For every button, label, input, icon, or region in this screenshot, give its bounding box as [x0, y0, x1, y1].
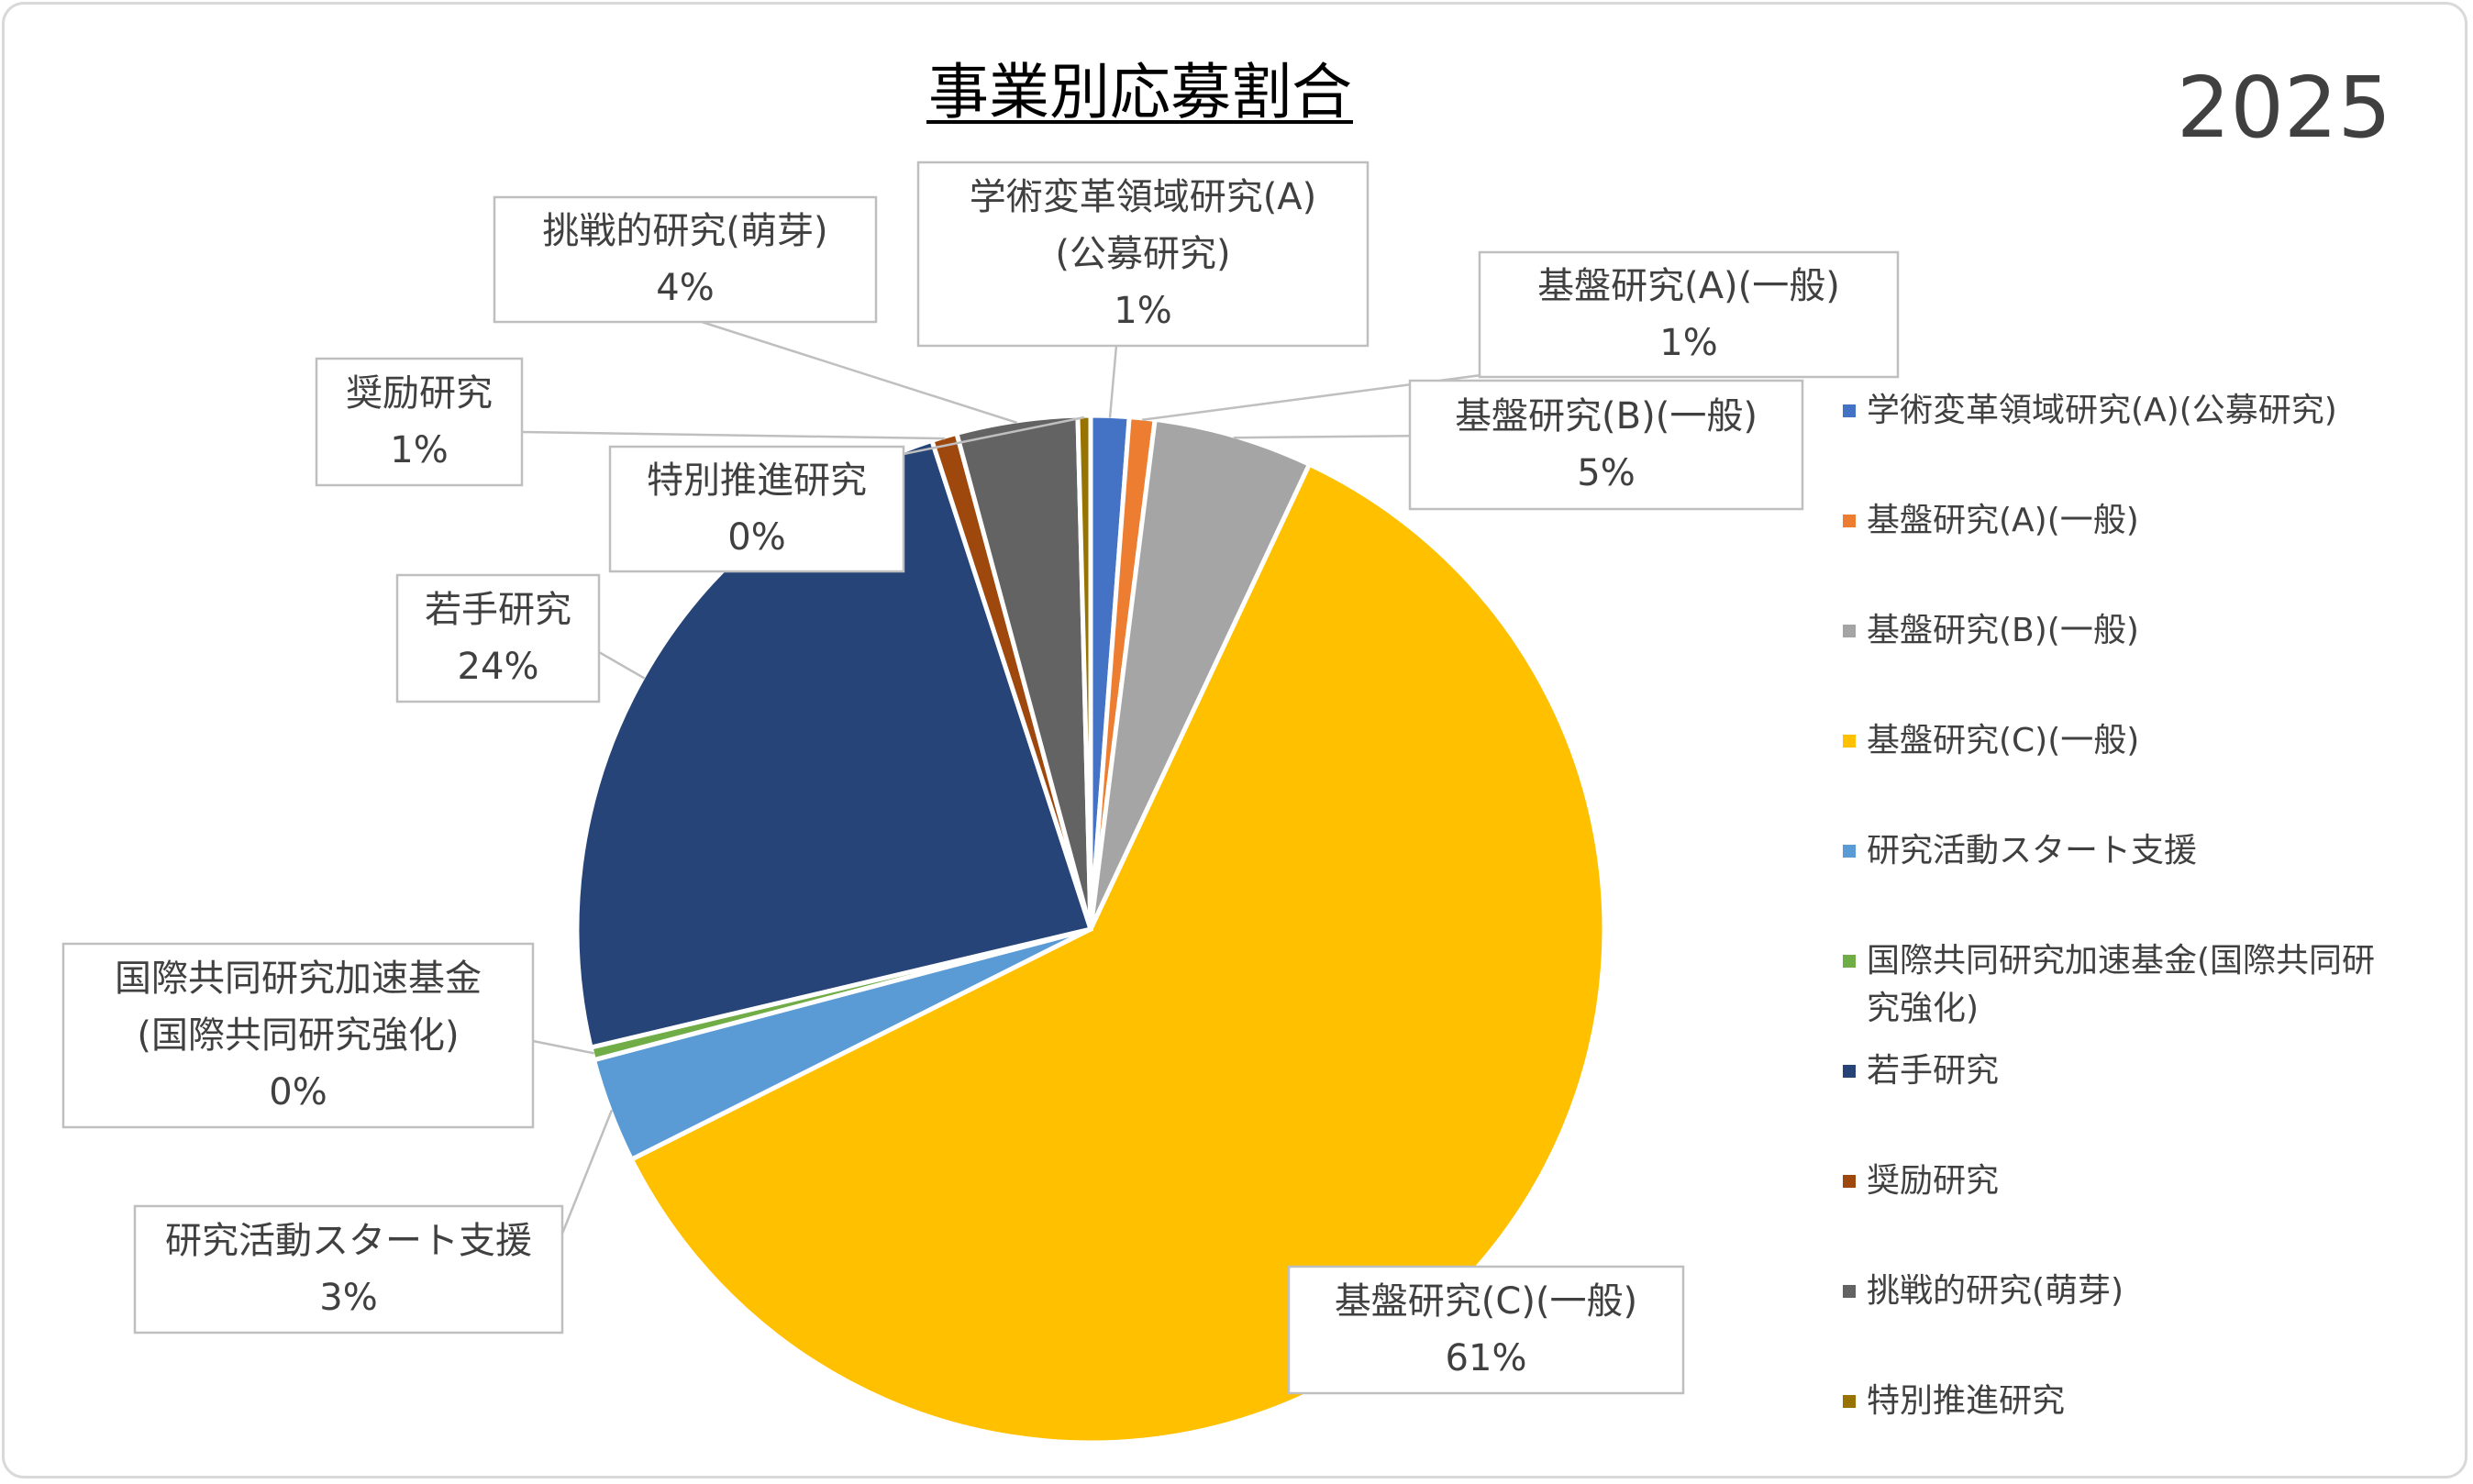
legend-item: 国際共同研究加速基金(国際共同研究強化): [1843, 942, 2375, 1027]
leader-line: [701, 320, 1017, 424]
data-label-percent: 24%: [458, 646, 539, 688]
legend-swatch: [1843, 515, 1856, 527]
leader-line: [532, 1039, 594, 1055]
chart-year: 2025: [2177, 59, 2391, 157]
leader-line: [521, 430, 946, 440]
data-label: 特別推進研究 0%: [608, 445, 905, 573]
legend-label: 基盤研究(C)(一般): [1867, 722, 2139, 759]
data-label-category: 基盤研究(B)(一般): [1455, 395, 1758, 437]
data-label-box: [395, 573, 601, 703]
data-labels-layer: 学術変革領域研究(A) (公募研究) 1% 基盤研究(A)(一般) 1% 基盤研究(B)(…: [61, 161, 1900, 1395]
data-label-percent: 4%: [656, 267, 714, 309]
legend-label-continued: 究強化): [1867, 990, 1979, 1027]
legend-item: 挑戦的研究(萌芽): [1843, 1272, 2124, 1310]
data-label-percent: 0%: [269, 1071, 327, 1113]
data-label-category: 特別推進研究: [647, 460, 867, 502]
data-label-category: (公募研究): [1055, 233, 1230, 275]
data-label-category: 学術変革領域研究(A): [970, 176, 1317, 218]
legend-item: 基盤研究(C)(一般): [1843, 722, 2139, 759]
legend: 学術変革領域研究(A)(公募研究) 基盤研究(A)(一般) 基盤研究(B)(一般) 基…: [1843, 392, 2375, 1420]
data-label-percent: 0%: [727, 516, 785, 559]
data-label-percent: 61%: [1446, 1337, 1527, 1379]
data-label-percent: 3%: [319, 1277, 377, 1319]
data-label-category: 基盤研究(C)(一般): [1335, 1280, 1637, 1323]
legend-item: 基盤研究(A)(一般): [1843, 502, 2139, 539]
legend-swatch: [1843, 1065, 1856, 1078]
pie-slice: [1075, 413, 1093, 930]
data-label: 研究活動スタート支援 3%: [133, 1204, 564, 1334]
legend-item: 若手研究: [1843, 1052, 1999, 1090]
data-label-percent: 1%: [1659, 322, 1717, 364]
data-label-box: [61, 942, 535, 1129]
data-label-percent: 1%: [390, 429, 448, 471]
data-label: 基盤研究(A)(一般) 1%: [1478, 250, 1900, 379]
legend-swatch: [1843, 1285, 1856, 1298]
legend-item: 特別推進研究: [1843, 1382, 2065, 1420]
data-label-category: 挑戦的研究(萌芽): [542, 210, 827, 252]
data-label: 基盤研究(B)(一般) 5%: [1408, 379, 1804, 511]
legend-swatch: [1843, 404, 1856, 417]
legend-swatch: [1843, 735, 1856, 748]
data-label-box: [916, 161, 1370, 348]
data-label-category: 若手研究: [425, 589, 571, 631]
legend-label: 特別推進研究: [1867, 1382, 2065, 1420]
leader-line: [1108, 345, 1118, 418]
pie-slice: [1088, 416, 1313, 931]
data-label-box: [1478, 250, 1900, 379]
legend-label: 国際共同研究加速基金(国際共同研: [1867, 942, 2375, 980]
data-label: 学術変革領域研究(A) (公募研究) 1%: [916, 161, 1370, 348]
legend-item: 研究活動スタート支援: [1843, 832, 2197, 869]
data-label-box: [1408, 379, 1804, 511]
data-label-category: 奨励研究: [346, 372, 493, 415]
leader-line: [598, 650, 646, 680]
legend-swatch: [1843, 625, 1856, 637]
legend-item: 奨励研究: [1843, 1162, 1999, 1200]
legend-label: 学術変革領域研究(A)(公募研究): [1867, 392, 2337, 429]
slices-layer: [574, 413, 1607, 1445]
legend-label: 基盤研究(B)(一般): [1867, 612, 2139, 649]
legend-label: 研究活動スタート支援: [1867, 832, 2197, 869]
data-label-box: [315, 357, 524, 487]
data-label: 挑戦的研究(萌芽) 4%: [493, 195, 878, 324]
data-label: 若手研究 24%: [395, 573, 601, 703]
legend-label: 奨励研究: [1867, 1162, 1999, 1200]
legend-swatch: [1843, 1175, 1856, 1188]
legend-swatch: [1843, 1395, 1856, 1408]
legend-label: 挑戦的研究(萌芽): [1867, 1272, 2124, 1310]
legend-swatch: [1843, 845, 1856, 858]
data-label-category: 基盤研究(A)(一般): [1537, 265, 1840, 307]
legend-swatch: [1843, 955, 1856, 968]
legend-label: 若手研究: [1867, 1052, 1999, 1090]
data-label-box: [133, 1204, 564, 1334]
data-label-box: [608, 445, 905, 573]
data-label-box: [1287, 1265, 1685, 1395]
chart-title: 事業別応募割合: [928, 57, 1352, 127]
data-label-category: 研究活動スタート支援: [165, 1220, 532, 1262]
data-label-percent: 1%: [1114, 290, 1171, 332]
data-label-category: 国際共同研究加速基金: [115, 958, 482, 1000]
leader-line: [560, 1109, 614, 1235]
data-label: 基盤研究(C)(一般) 61%: [1287, 1265, 1685, 1395]
data-label: 奨励研究 1%: [315, 357, 524, 487]
leader-line: [903, 415, 1085, 456]
pie-chart: 事業別応募割合 2025 学術変革領域研究(A)(公募研究)1%基盤研究(A)(…: [61, 57, 2391, 1445]
legend-item: 学術変革領域研究(A)(公募研究): [1843, 392, 2337, 429]
data-label-percent: 5%: [1577, 452, 1635, 494]
legend-item: 基盤研究(B)(一般): [1843, 612, 2139, 649]
data-label: 国際共同研究加速基金 (国際共同研究強化) 0%: [61, 942, 535, 1129]
data-label-box: [493, 195, 878, 324]
data-label-category: (国際共同研究強化): [137, 1014, 459, 1057]
legend-label: 基盤研究(A)(一般): [1867, 502, 2139, 539]
